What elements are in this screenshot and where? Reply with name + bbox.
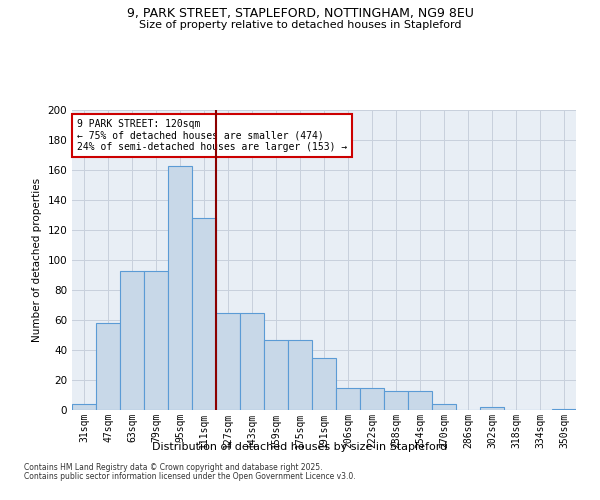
Bar [312,358,336,410]
Bar [432,404,456,410]
Bar [360,388,384,410]
Text: 9, PARK STREET, STAPLEFORD, NOTTINGHAM, NG9 8EU: 9, PARK STREET, STAPLEFORD, NOTTINGHAM, … [127,8,473,20]
Text: Contains HM Land Registry data © Crown copyright and database right 2025.: Contains HM Land Registry data © Crown c… [24,464,323,472]
Text: Size of property relative to detached houses in Stapleford: Size of property relative to detached ho… [139,20,461,30]
Bar [168,166,192,410]
Bar [264,340,288,410]
Bar [384,390,408,410]
Bar [480,407,504,410]
Bar [192,218,216,410]
Bar [96,323,120,410]
Text: Contains public sector information licensed under the Open Government Licence v3: Contains public sector information licen… [24,472,356,481]
Bar [288,340,312,410]
Bar [216,312,240,410]
Bar [72,404,96,410]
Text: 9 PARK STREET: 120sqm
← 75% of detached houses are smaller (474)
24% of semi-det: 9 PARK STREET: 120sqm ← 75% of detached … [77,119,347,152]
Bar [240,312,264,410]
Y-axis label: Number of detached properties: Number of detached properties [32,178,42,342]
Bar [120,270,144,410]
Bar [336,388,360,410]
Bar [552,408,576,410]
Bar [408,390,432,410]
Bar [144,270,168,410]
Text: Distribution of detached houses by size in Stapleford: Distribution of detached houses by size … [152,442,448,452]
